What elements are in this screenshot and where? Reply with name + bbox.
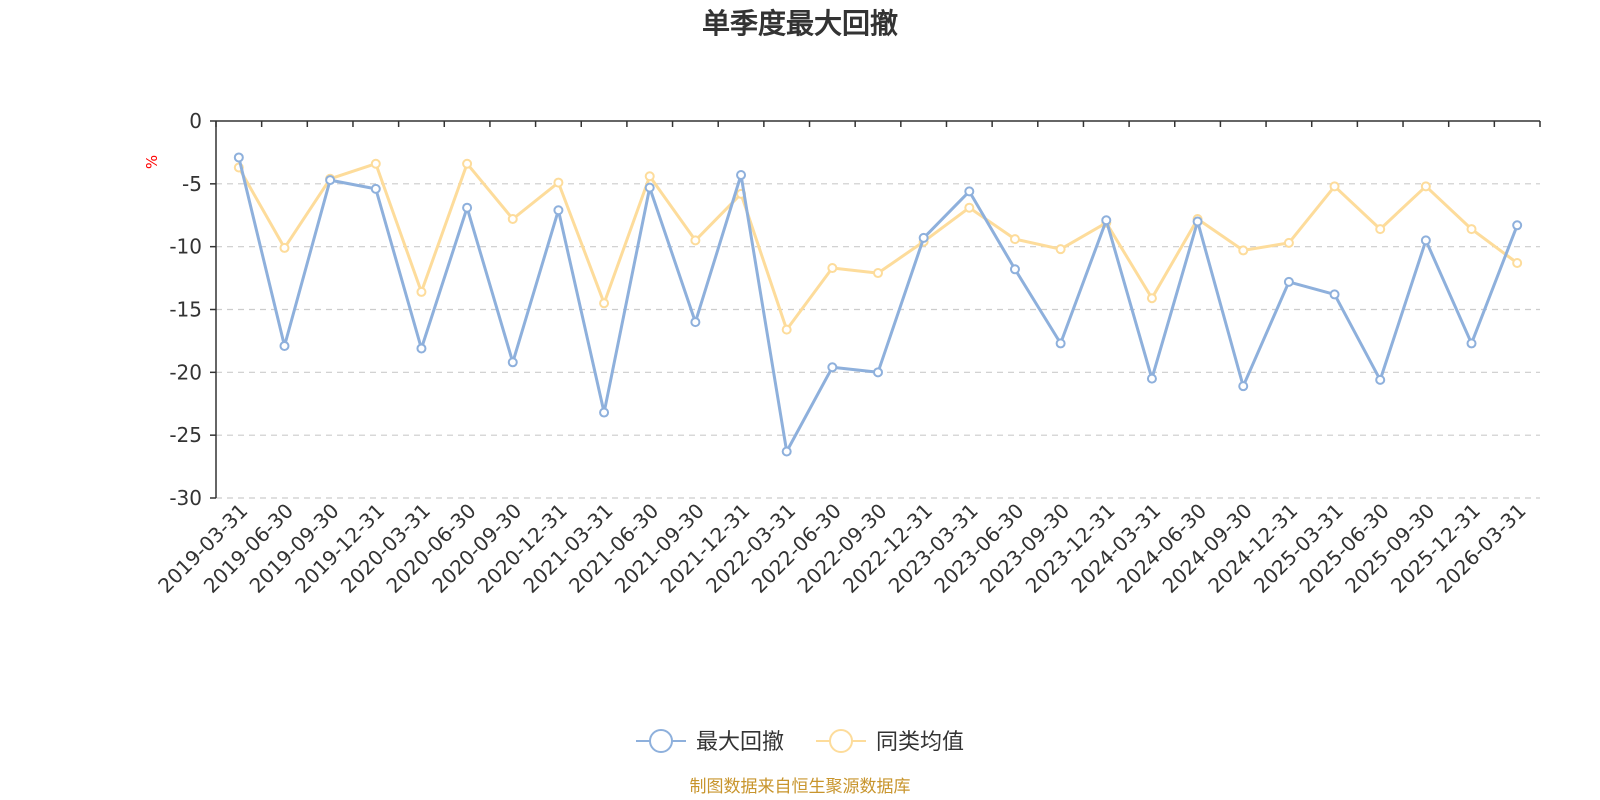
data-point bbox=[325, 175, 336, 186]
series-lines bbox=[233, 152, 1523, 457]
series-max-drawdown bbox=[233, 152, 1523, 457]
data-point bbox=[1192, 216, 1203, 227]
data-point bbox=[1466, 224, 1477, 235]
data-point bbox=[644, 171, 655, 182]
data-point bbox=[1101, 215, 1112, 226]
data-point bbox=[416, 343, 427, 354]
data-point bbox=[1512, 220, 1523, 231]
data-point bbox=[370, 183, 381, 194]
x-axis-ticks: 2019-03-312019-06-302019-09-302019-12-31… bbox=[153, 121, 1541, 598]
data-point bbox=[1329, 181, 1340, 192]
data-point bbox=[918, 232, 929, 243]
legend-item-max-drawdown[interactable]: 最大回撤 bbox=[636, 729, 784, 755]
data-point bbox=[416, 286, 427, 297]
data-point bbox=[1238, 381, 1249, 392]
legend-label: 同类均值 bbox=[876, 730, 964, 755]
data-point bbox=[644, 182, 655, 193]
data-point bbox=[279, 242, 290, 253]
data-point bbox=[690, 235, 701, 246]
data-point bbox=[1420, 181, 1431, 192]
data-point bbox=[1055, 244, 1066, 255]
data-point bbox=[736, 170, 747, 181]
data-point bbox=[507, 214, 518, 225]
data-point bbox=[462, 158, 473, 169]
data-point bbox=[690, 317, 701, 328]
data-point bbox=[781, 446, 792, 457]
y-tick-label: 0 bbox=[189, 109, 202, 133]
legend[interactable]: 最大回撤 同类均值 bbox=[636, 729, 964, 755]
data-point bbox=[1375, 374, 1386, 385]
data-point bbox=[233, 152, 244, 163]
data-point bbox=[1146, 293, 1157, 304]
data-point bbox=[1466, 338, 1477, 349]
y-tick-label: -15 bbox=[169, 298, 202, 322]
data-point bbox=[462, 202, 473, 213]
chart-title: 单季度最大回撤 bbox=[702, 7, 898, 40]
grid-lines bbox=[216, 183, 1540, 499]
data-point bbox=[279, 340, 290, 351]
data-point bbox=[1283, 237, 1294, 248]
data-point bbox=[553, 177, 564, 188]
data-point bbox=[1420, 235, 1431, 246]
data-point bbox=[1055, 338, 1066, 349]
data-point bbox=[370, 158, 381, 169]
data-point bbox=[1512, 258, 1523, 269]
y-tick-label: -5 bbox=[182, 172, 202, 196]
data-point bbox=[1375, 224, 1386, 235]
data-point bbox=[1329, 289, 1340, 300]
data-point bbox=[1283, 276, 1294, 287]
data-point bbox=[873, 367, 883, 378]
series-line bbox=[237, 157, 1519, 453]
data-point bbox=[827, 362, 838, 373]
data-point bbox=[781, 324, 792, 335]
y-axis-unit: % bbox=[143, 155, 161, 169]
y-tick-label: -25 bbox=[169, 423, 202, 447]
data-point bbox=[1146, 373, 1157, 384]
data-point bbox=[964, 186, 975, 197]
y-tick-label: -20 bbox=[169, 360, 202, 384]
legend-marker-icon bbox=[649, 729, 673, 753]
data-point bbox=[507, 357, 518, 368]
data-point bbox=[1009, 234, 1020, 245]
data-point bbox=[599, 298, 610, 309]
y-tick-label: -30 bbox=[169, 486, 202, 510]
data-point bbox=[1238, 245, 1249, 256]
data-point bbox=[1009, 264, 1020, 275]
data-point bbox=[827, 263, 838, 274]
y-axis-ticks: 0 -5 -10 -15 -20 -25 -30 bbox=[169, 109, 216, 510]
legend-marker-icon bbox=[829, 729, 853, 753]
data-point bbox=[599, 407, 610, 418]
data-point bbox=[553, 205, 564, 216]
legend-item-peer-average[interactable]: 同类均值 bbox=[816, 729, 964, 755]
source-note: 制图数据来自恒生聚源数据库 bbox=[690, 777, 911, 797]
data-point bbox=[873, 268, 883, 279]
data-point bbox=[964, 202, 975, 213]
legend-label: 最大回撤 bbox=[696, 730, 784, 755]
y-tick-label: -10 bbox=[169, 235, 202, 259]
